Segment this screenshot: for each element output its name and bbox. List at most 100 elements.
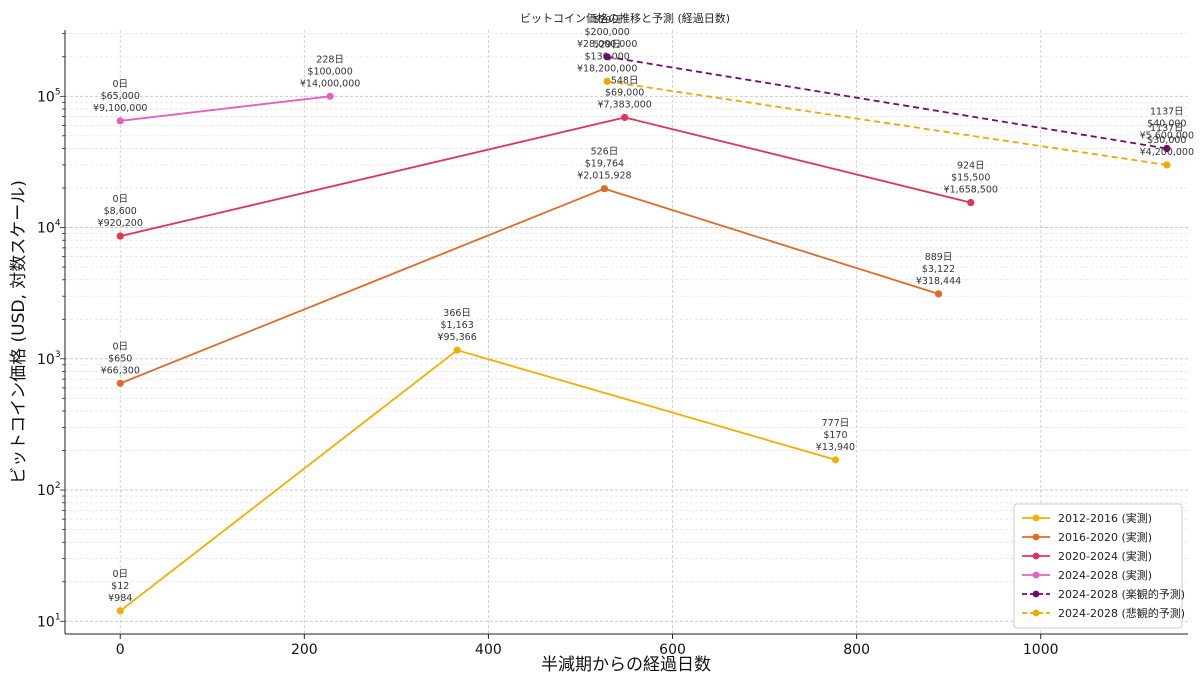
legend-label: 2024-2028 (悲観的予測) [1058,606,1185,620]
data-point [326,92,334,100]
data-label: 0日 [112,569,128,580]
chart-title: ビットコイン価格の推移と予測 (経過日数) [520,11,730,25]
legend-item: 2016-2020 (実測) [1022,530,1152,544]
legend-label: 2016-2020 (実測) [1058,530,1152,544]
data-label: 0日 [112,194,128,205]
data-point [116,607,124,615]
data-point [116,379,124,387]
data-label: 1137日 [1150,107,1184,118]
data-point [453,346,461,354]
data-point [934,290,943,298]
data-label: ¥1,658,500 [944,185,998,196]
y-tick-label: 104 [37,219,61,237]
x-tick-label: 400 [475,642,502,658]
data-label: 924日 [957,161,985,172]
data-label: $65,000 [101,91,140,102]
data-point [116,232,124,240]
x-tick-label: 600 [659,642,686,658]
legend-item: 2020-2024 (実測) [1022,549,1152,563]
legend-swatch-marker [1032,571,1040,579]
data-label: $100,000 [307,66,352,77]
x-axis-label: 半減期からの経過日数 [541,655,711,675]
data-label: 526日 [591,147,619,158]
data-label: ¥28,000,000 [577,39,637,50]
data-label: $19,764 [585,159,624,170]
series-line [119,349,836,612]
series-1 [116,346,840,615]
data-label: ¥18,200,000 [577,63,637,74]
data-label: 548日 [611,75,639,86]
legend-item: 2024-2028 (楽観的予測) [1022,587,1185,601]
data-point [603,53,611,61]
data-label: ¥984 [108,593,132,604]
data-label: ¥920,200 [98,218,143,229]
y-axis-label: ビットコイン価格 (USD, 対数スケール) [9,180,29,484]
data-label: $12 [111,581,129,592]
legend-label: 2012-2016 (実測) [1058,511,1152,525]
data-point [621,113,629,122]
data-point [1163,161,1171,169]
data-label: ¥5,600,000 [1140,131,1194,142]
series-line [607,55,1167,150]
legend-swatch-marker [1032,609,1040,617]
series-lines [116,53,1171,615]
data-label: 366日 [443,308,471,319]
data-label: $30,000 [1147,135,1186,146]
x-ticks: 0 200 400 600 800 1000 [116,634,1059,658]
data-label: $1,163 [441,320,474,331]
data-point [603,77,611,85]
series-2 [116,185,943,387]
axes [64,30,1188,635]
data-label: $130,000 [584,51,629,62]
data-label: $170 [823,430,847,441]
y-tick-label: 102 [37,481,61,499]
data-label: 529日 [593,39,621,50]
y-tick-label: 105 [37,87,61,105]
series-4 [116,92,334,125]
legend-item: 2024-2028 (悲観的予測) [1022,606,1185,620]
data-labels: 0日$12¥984366日$1,163¥95,366777日$170¥13,94… [93,15,1194,604]
data-label: $200,000 [584,27,629,38]
data-label: ¥14,000,000 [300,78,360,89]
data-label: $69,000 [605,87,644,98]
data-label: $3,122 [922,264,955,275]
data-point [831,456,840,464]
y-tick-label: 103 [37,350,61,368]
legend-swatch-marker [1032,533,1040,541]
series-6 [603,77,1171,169]
series-line [120,95,331,122]
x-tick-label: 200 [291,642,318,658]
series-5 [603,53,1171,153]
y-ticks: 101 102 103 104 105 [37,33,65,630]
legend-label: 2020-2024 (実測) [1058,549,1152,563]
data-label: $650 [108,353,132,364]
legend: 2012-2016 (実測) 2016-2020 (実測) 2020-2024 (実… [1013,503,1185,629]
legend-label: 2024-2028 (実測) [1058,568,1152,582]
x-tick-label: 1000 [1023,642,1059,658]
legend-item: 2012-2016 (実測) [1022,511,1152,525]
series-line [119,187,939,385]
y-tick-label: 101 [37,612,61,630]
data-label: 0日 [112,79,128,90]
series-line [120,116,971,238]
data-label: ¥95,366 [437,332,476,343]
data-label: ¥2,015,928 [577,171,631,182]
data-point [1163,144,1171,153]
legend-swatch-marker [1032,590,1040,598]
data-point [967,198,975,207]
data-label: $15,500 [951,173,990,184]
x-tick-label: 800 [843,642,870,658]
data-label: 529日 [593,15,621,26]
data-label: $8,600 [104,206,137,217]
data-label: ¥13,940 [816,442,855,453]
data-label: ¥4,200,000 [1140,147,1194,158]
data-label: ¥7,383,000 [597,99,651,110]
data-label: 0日 [112,341,128,352]
legend-label: 2024-2028 (楽観的予測) [1058,587,1185,601]
series-line [607,80,1167,166]
x-tick-label: 0 [116,642,125,658]
data-label: 1137日 [1150,123,1184,134]
data-label: 889日 [925,252,953,263]
